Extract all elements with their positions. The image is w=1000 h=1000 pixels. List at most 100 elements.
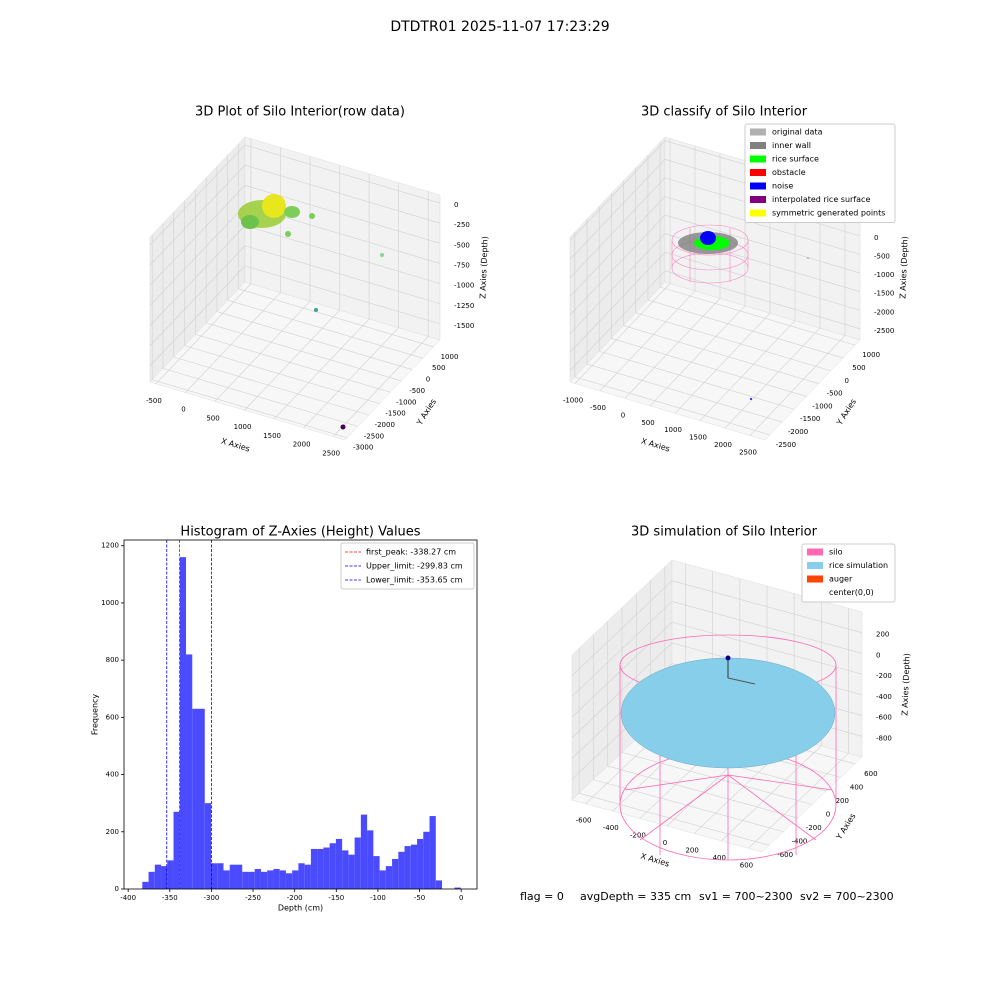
grid-line — [244, 164, 441, 224]
x-tick-label: -200 — [287, 894, 303, 902]
bar — [192, 708, 199, 889]
bar — [292, 870, 299, 889]
y-tick-label: -2000 — [788, 428, 808, 436]
x-tick-label: 500 — [641, 419, 654, 427]
legend-swatch — [750, 155, 766, 163]
y-tick-label: 1200 — [101, 542, 119, 550]
legend-label: silo — [829, 548, 843, 557]
x-tick-label: -500 — [146, 397, 162, 405]
bar — [298, 863, 305, 889]
bar — [223, 870, 230, 889]
y-tick-label: -1500 — [385, 410, 405, 418]
grid-line — [571, 601, 673, 697]
grid-line — [599, 350, 795, 410]
grid-line — [607, 765, 798, 819]
chart-title: Histogram of Z-Axies (Height) Values — [180, 525, 420, 540]
bar — [173, 811, 180, 889]
y-tick-label: -400 — [791, 838, 807, 846]
grid-line — [569, 233, 666, 334]
z-tick-label: -600 — [876, 714, 892, 722]
center — [725, 655, 731, 661]
legend-label: original data — [772, 128, 823, 137]
x-axis-label: Depth (cm) — [278, 904, 323, 913]
y-tick-label: 500 — [432, 364, 445, 372]
bar — [248, 871, 255, 889]
x-tick-label: -400 — [120, 894, 136, 902]
y-tick-label: 600 — [864, 770, 877, 778]
bar — [310, 848, 318, 889]
x-tick-label: -100 — [370, 894, 386, 902]
y-tick-label: 0 — [115, 885, 119, 893]
legend-swatch — [807, 575, 823, 583]
z-tick-label: -750 — [454, 261, 470, 269]
grid-line — [749, 335, 846, 436]
legend-label: obstacle — [772, 168, 806, 177]
grid-line — [569, 196, 666, 297]
grid-line — [214, 301, 311, 402]
y-tick-label: 400 — [106, 771, 119, 779]
bar — [154, 864, 162, 889]
grid-line — [149, 225, 246, 326]
grid-line — [149, 265, 246, 367]
bar — [260, 871, 268, 889]
grid-line — [244, 144, 441, 204]
bar — [342, 850, 349, 889]
bar — [335, 838, 343, 889]
grid-line — [184, 345, 380, 404]
z-tick-label: -250 — [454, 221, 470, 229]
legend-swatch — [750, 209, 766, 217]
grid-line — [624, 298, 721, 399]
bar — [354, 837, 361, 889]
bar — [186, 654, 193, 889]
bar — [435, 880, 443, 889]
x-tick-label: -1000 — [563, 396, 583, 404]
bar — [198, 708, 205, 889]
y-tick-label: -2500 — [776, 441, 796, 449]
grid-line — [244, 225, 441, 284]
bar — [267, 870, 274, 889]
z-tick-label: -500 — [874, 252, 890, 260]
bar — [429, 816, 436, 889]
grid-line — [571, 621, 673, 718]
legend-swatch — [750, 182, 766, 190]
legend-label: auger — [829, 575, 853, 584]
grid-line — [579, 792, 770, 846]
x-tick-label: 0 — [621, 411, 625, 419]
x-tick-label: 500 — [206, 414, 219, 422]
z-tick-label: -400 — [876, 693, 892, 701]
grid-line — [206, 322, 402, 382]
y-tick-label: -500 — [827, 390, 843, 398]
grid-line — [149, 185, 246, 286]
x-tick-label: 600 — [740, 861, 753, 869]
grid-line — [724, 327, 821, 429]
z-axis-label: Z Axies (Depth) — [898, 236, 909, 299]
legend-swatch — [750, 128, 766, 136]
x-tick-label: 2000 — [293, 441, 311, 449]
point — [380, 253, 384, 257]
x-tick-label: 2500 — [322, 449, 340, 457]
y-tick-label: 800 — [106, 656, 119, 664]
bar — [254, 868, 261, 889]
legend-label: rice simulation — [829, 561, 888, 570]
y-tick-label: -2500 — [364, 432, 384, 440]
cloud — [262, 194, 286, 218]
x-tick-label: 400 — [713, 854, 726, 862]
bar — [373, 856, 380, 889]
legend-swatch — [750, 196, 766, 203]
y-tick-label: 0 — [426, 376, 430, 384]
y-axis-label: Frequency — [91, 694, 100, 736]
bar — [423, 831, 430, 889]
grid-line — [574, 376, 770, 436]
z-tick-label: -1000 — [874, 271, 894, 279]
point — [750, 398, 752, 400]
legend-swatch — [807, 562, 823, 569]
grid-line — [195, 333, 391, 393]
grid-line — [660, 286, 856, 346]
bar — [317, 848, 324, 889]
grid-line — [621, 752, 813, 805]
y-tick-label: 200 — [836, 797, 849, 805]
x-tick-label: -500 — [590, 404, 606, 412]
grid-line — [574, 283, 671, 384]
grid-line — [273, 318, 370, 420]
grid-line — [303, 327, 399, 428]
